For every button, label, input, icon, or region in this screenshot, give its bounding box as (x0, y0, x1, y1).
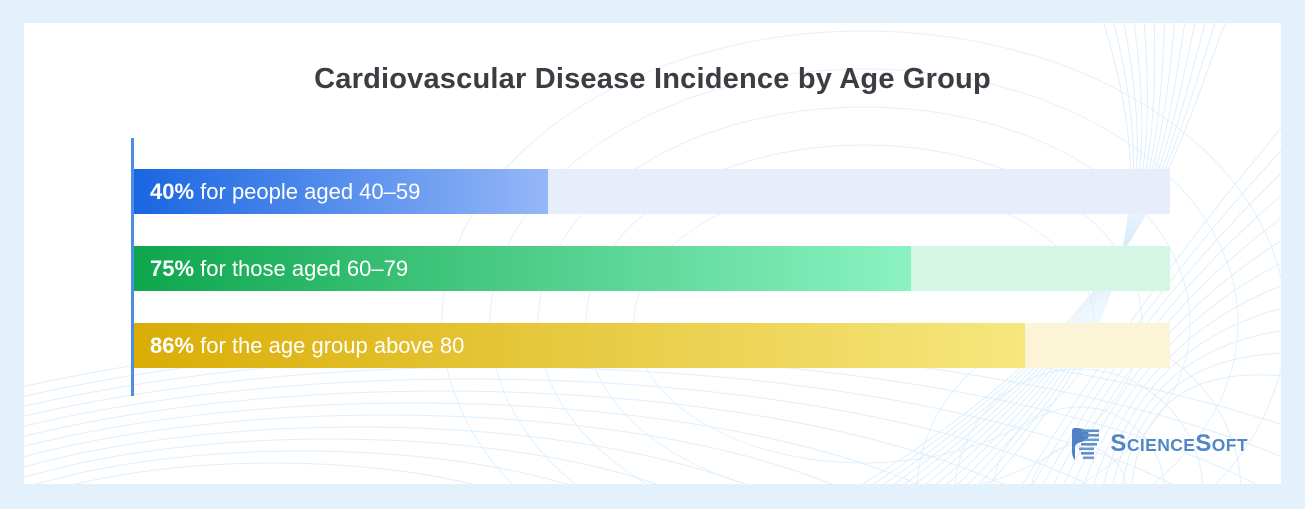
bar-row-40-59: 40% for people aged 40–59 (134, 169, 1170, 214)
bar-category: for people aged 40–59 (194, 178, 421, 204)
bar-fill (134, 323, 1025, 368)
bar-label: 86% for the age group above 80 (150, 323, 464, 368)
bar-fill (134, 169, 549, 214)
bar-fill (134, 246, 911, 291)
y-axis-line (131, 138, 134, 396)
logo-letters: oft (1211, 435, 1248, 455)
bar-category: for the age group above 80 (194, 332, 465, 358)
bar-label: 40% for people aged 40–59 (150, 169, 420, 214)
sciencesoft-wordmark: ScienceSoft (1110, 432, 1248, 456)
chart-card: Cardiovascular Disease Incidence by Age … (24, 23, 1281, 484)
logo-letter: S (1195, 430, 1212, 457)
bar-category: for those aged 60–79 (194, 255, 409, 281)
bar-value: 75% (150, 255, 195, 281)
bar-row-above-80: 86% for the age group above 80 (134, 323, 1170, 368)
bar-value: 86% (150, 332, 195, 358)
bar-label: 75% for those aged 60–79 (150, 246, 408, 291)
page-title: Cardiovascular Disease Incidence by Age … (314, 63, 991, 95)
sciencesoft-logo-icon (1072, 428, 1100, 460)
bar-value: 40% (150, 178, 195, 204)
logo-letters: cience (1126, 435, 1196, 455)
sciencesoft-logo: ScienceSoft (1071, 424, 1248, 464)
logo-letter: S (1110, 430, 1127, 457)
bar-row-60-79: 75% for those aged 60–79 (134, 246, 1170, 291)
